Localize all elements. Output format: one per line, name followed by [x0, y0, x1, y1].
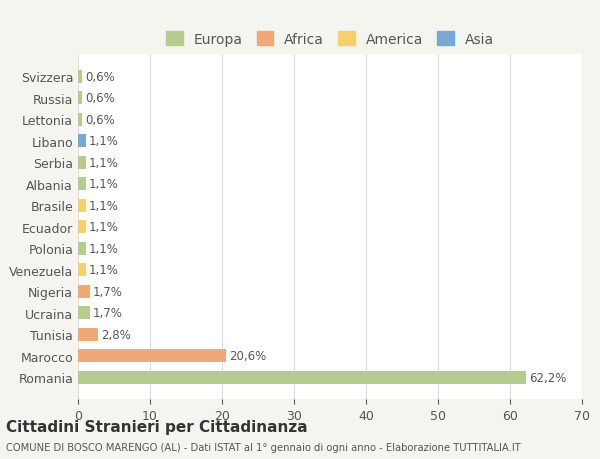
Bar — [78, 157, 86, 169]
Bar — [78, 113, 82, 127]
Text: 62,2%: 62,2% — [529, 371, 566, 384]
Bar — [78, 199, 86, 212]
Text: 1,1%: 1,1% — [89, 135, 119, 148]
Bar — [78, 242, 86, 255]
Bar — [78, 135, 86, 148]
Text: 1,7%: 1,7% — [93, 307, 123, 319]
Bar — [78, 285, 90, 298]
Legend: Europa, Africa, America, Asia: Europa, Africa, America, Asia — [162, 28, 498, 50]
Text: 2,8%: 2,8% — [101, 328, 131, 341]
Text: 20,6%: 20,6% — [229, 349, 266, 362]
Text: 1,1%: 1,1% — [89, 178, 119, 191]
Bar — [78, 328, 98, 341]
Bar — [78, 178, 86, 191]
Text: 1,1%: 1,1% — [89, 221, 119, 234]
Bar — [78, 92, 82, 105]
Text: 1,1%: 1,1% — [89, 199, 119, 212]
Text: 1,1%: 1,1% — [89, 263, 119, 277]
Bar — [78, 263, 86, 276]
Text: 1,1%: 1,1% — [89, 157, 119, 169]
Bar — [78, 371, 526, 384]
Text: Cittadini Stranieri per Cittadinanza: Cittadini Stranieri per Cittadinanza — [6, 419, 308, 434]
Text: 0,6%: 0,6% — [85, 113, 115, 127]
Bar — [78, 349, 226, 362]
Bar — [78, 307, 90, 319]
Text: 1,1%: 1,1% — [89, 242, 119, 255]
Text: 1,7%: 1,7% — [93, 285, 123, 298]
Bar — [78, 221, 86, 234]
Text: 0,6%: 0,6% — [85, 71, 115, 84]
Bar — [78, 71, 82, 84]
Text: COMUNE DI BOSCO MARENGO (AL) - Dati ISTAT al 1° gennaio di ogni anno - Elaborazi: COMUNE DI BOSCO MARENGO (AL) - Dati ISTA… — [6, 442, 521, 452]
Text: 0,6%: 0,6% — [85, 92, 115, 105]
